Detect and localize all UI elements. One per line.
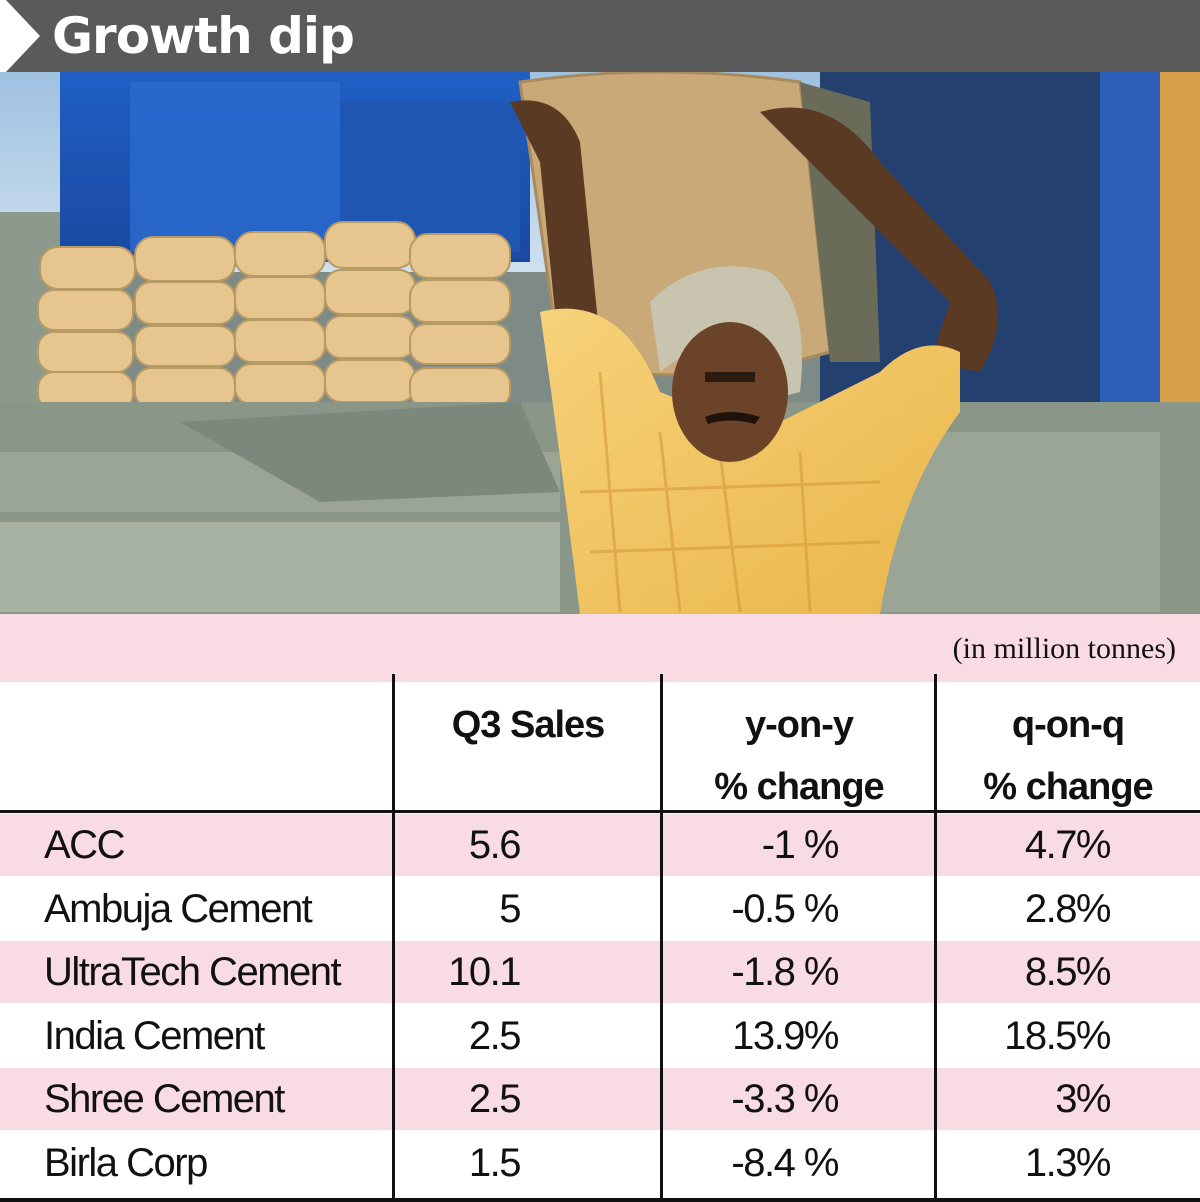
company-name: Ambuja Cement	[44, 886, 313, 931]
yoy-change-value: 13.9%	[732, 1013, 839, 1058]
bottom-rule	[0, 1198, 1200, 1202]
table-row: Birla Corp 1.5 -8.4 % 1.3%	[0, 1132, 1200, 1194]
header-qoq: q-on-q % change	[936, 682, 1200, 812]
yoy-change-value: -1.8 %	[731, 950, 839, 994]
title-notch	[0, 0, 40, 72]
table-header-row: Q3 Sales y-on-y % change q-on-q % change	[0, 682, 1200, 812]
column-divider-2	[660, 674, 663, 1202]
company-name: ACC	[44, 823, 125, 867]
q3-sales-value: 2.5	[468, 1013, 522, 1058]
header-yoy-line2: % change	[714, 766, 884, 808]
table-row: India Cement 2.5 13.9% 18.5%	[0, 1005, 1200, 1067]
qoq-change-value: 18.5%	[1004, 1013, 1111, 1058]
qoq-change-value: 4.7%	[1024, 823, 1112, 867]
qoq-change-value: 8.5%	[1024, 950, 1112, 994]
column-divider-3	[934, 674, 937, 1202]
photo-illustration	[0, 72, 1200, 614]
company-name: UltraTech Cement	[44, 950, 342, 994]
header-qoq-line2: % change	[983, 766, 1153, 808]
q3-sales-value: 5.6	[468, 823, 522, 867]
qoq-change-value: 2.8%	[1024, 886, 1112, 931]
header-yoy-line1: y-on-y	[745, 704, 854, 746]
table-row: Shree Cement 2.5 -3.3 % 3%	[0, 1068, 1200, 1130]
company-name: India Cement	[44, 1013, 265, 1058]
yoy-change-value: -1 %	[761, 823, 840, 867]
q3-sales-value: 10.1	[448, 950, 521, 994]
column-divider-1	[392, 674, 395, 1202]
header-yoy: y-on-y % change	[662, 682, 936, 812]
yoy-change-value: -0.5 %	[731, 886, 839, 931]
table-row: UltraTech Cement 10.1 -1.8 % 8.5%	[0, 941, 1200, 1003]
table-row: ACC 5.6 -1 % 4.7%	[0, 814, 1200, 876]
yoy-change-value: -3.3 %	[731, 1077, 839, 1121]
company-name: Shree Cement	[44, 1077, 285, 1121]
sales-table: Q3 Sales y-on-y % change q-on-q % change…	[0, 674, 1200, 1202]
cement-worker-photo	[0, 72, 1200, 614]
yoy-change-value: -8.4 %	[731, 1140, 839, 1185]
q3-sales-value: 5	[499, 886, 521, 931]
title-bar: Growth dip	[0, 0, 1200, 72]
chart-title: Growth dip	[52, 7, 355, 65]
header-q3-sales: Q3 Sales	[394, 682, 662, 812]
unit-band: (in million tonnes)	[0, 614, 1200, 682]
qoq-change-value: 3%	[1055, 1077, 1111, 1121]
unit-note: (in million tonnes)	[952, 632, 1176, 665]
company-name: Birla Corp	[44, 1140, 208, 1185]
header-qoq-line1: q-on-q	[1011, 704, 1125, 746]
q3-sales-value: 2.5	[468, 1077, 522, 1121]
qoq-change-value: 1.3%	[1024, 1140, 1112, 1185]
table-row: Ambuja Cement 5 -0.5 % 2.8%	[0, 878, 1200, 940]
header-q3-sales-line1: Q3 Sales	[451, 704, 606, 746]
q3-sales-value: 1.5	[468, 1140, 522, 1185]
header-rule	[0, 810, 1200, 813]
